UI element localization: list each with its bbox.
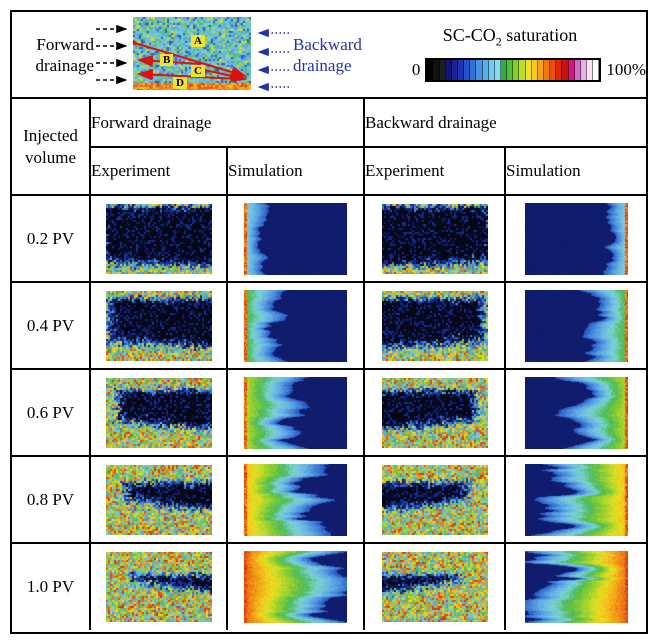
panel-backward-experiment-0.4pv — [381, 290, 488, 361]
schematic-region-label-d: D — [173, 77, 187, 89]
colorbar-segment — [501, 59, 508, 80]
panel-forward-experiment-1.0pv — [105, 552, 212, 622]
backward-drainage-label-line1: Backward — [293, 34, 362, 54]
column-header-forward-experiment: Experiment — [89, 146, 228, 196]
colorbar-segment — [445, 59, 452, 80]
row-label-0.2pv: 0.2 PV — [11, 194, 91, 283]
panel-forward-experiment-0.8pv — [105, 464, 212, 535]
panel-backward-simulation-1.0pv — [524, 551, 628, 623]
row-label-0.8pv: 0.8 PV — [11, 455, 91, 544]
row-label-0.6pv: 0.6 PV — [11, 368, 91, 457]
forward-drainage-label: Forward drainage — [16, 12, 94, 97]
colorbar-segment — [537, 59, 544, 80]
panel-forward-simulation-0.6pv — [244, 376, 347, 449]
colorbar-segment — [593, 59, 600, 80]
panel-backward-simulation-0.8pv — [524, 463, 628, 536]
colorbar-segment — [562, 59, 569, 80]
colorbar-row: 0 100% — [400, 57, 646, 82]
colorbar-segment — [544, 59, 551, 80]
results-table: Injected volume Forward drainage Backwar… — [11, 98, 647, 631]
colorbar-segment — [574, 59, 581, 80]
colorbar-segment — [550, 59, 557, 80]
colorbar-segment — [464, 59, 471, 80]
colorbar-segment — [519, 59, 526, 80]
colorbar-segment — [476, 59, 483, 80]
colorbar-title-prefix: SC-CO — [442, 25, 496, 45]
colorbar-title-subscript: 2 — [495, 34, 502, 49]
panel-backward-experiment-0.6pv — [381, 377, 488, 448]
row-label-0.4pv: 0.4 PV — [11, 281, 91, 370]
colorbar-min-label: 0 — [411, 59, 421, 79]
column-header-forward-simulation: Simulation — [226, 146, 365, 196]
panel-forward-experiment-0.4pv — [105, 290, 212, 361]
column-header-backward-simulation: Simulation — [504, 146, 647, 196]
colorbar-max-label: 100% — [606, 59, 646, 79]
table-row-0.2pv: 0.2 PV — [11, 194, 647, 283]
schematic-region-label-c: C — [191, 65, 205, 77]
colorbar — [425, 57, 602, 82]
measurement-lines-overlay — [133, 34, 247, 82]
colorbar-segment — [494, 59, 502, 80]
sample-schematic: A B C D — [133, 17, 251, 90]
colorbar-segment — [482, 59, 489, 80]
panel-forward-simulation-0.8pv — [244, 463, 347, 536]
colorbar-segment — [427, 59, 434, 80]
column-header-injected-volume: Injected volume — [11, 98, 91, 196]
colorbar-segment — [488, 59, 495, 80]
colorbar-segment — [568, 59, 575, 80]
panel-backward-simulation-0.4pv — [524, 289, 628, 362]
colorbar-segment — [433, 59, 440, 80]
injected-volume-line1: Injected — [23, 125, 78, 145]
legend-band: Forward drainage A B — [12, 12, 646, 99]
colorbar-segment — [531, 59, 538, 80]
backward-drainage-label-line2: drainage — [293, 55, 352, 75]
colorbar-segment — [470, 59, 477, 80]
column-header-backward-experiment: Experiment — [363, 146, 506, 196]
backward-drainage-label: Backward drainage — [293, 12, 362, 97]
panel-backward-simulation-0.6pv — [524, 376, 628, 449]
colorbar-legend: SC-CO2 saturation 0 100% — [400, 25, 646, 82]
panel-forward-simulation-1.0pv — [244, 551, 347, 623]
colorbar-segment — [451, 59, 459, 80]
colorbar-segment — [458, 59, 465, 80]
forward-drainage-label-line1: Forward — [36, 34, 94, 54]
row-label-1.0pv: 1.0 PV — [11, 542, 91, 631]
colorbar-segment — [507, 59, 514, 80]
table-row-0.4pv: 0.4 PV — [11, 281, 647, 370]
figure-container: Forward drainage A B — [10, 10, 648, 634]
schematic-region-label-b: B — [160, 54, 174, 66]
colorbar-segment — [556, 59, 563, 80]
colorbar-segment — [513, 59, 520, 80]
panel-forward-simulation-0.4pv — [244, 289, 347, 362]
panel-forward-experiment-0.6pv — [105, 377, 212, 448]
group-header-forward-drainage: Forward drainage — [89, 98, 365, 148]
forward-drainage-label-line2: drainage — [35, 55, 94, 75]
panel-backward-experiment-0.8pv — [381, 464, 488, 535]
table-row-0.8pv: 0.8 PV — [11, 455, 647, 544]
colorbar-segment — [580, 59, 587, 80]
panel-forward-experiment-0.2pv — [105, 203, 212, 274]
panel-backward-experiment-0.2pv — [381, 203, 488, 274]
backward-flow-arrows-icon — [257, 28, 289, 92]
colorbar-segment — [439, 59, 446, 80]
colorbar-title: SC-CO2 saturation — [400, 25, 646, 50]
table-row-1.0pv: 1.0 PV — [11, 542, 647, 631]
forward-flow-arrows-icon — [96, 24, 128, 85]
colorbar-title-suffix: saturation — [501, 25, 578, 45]
injected-volume-line2: volume — [25, 147, 76, 167]
table-row-0.6pv: 0.6 PV — [11, 368, 647, 457]
colorbar-segment — [586, 59, 594, 80]
panel-forward-simulation-0.2pv — [244, 202, 347, 275]
panel-backward-experiment-1.0pv — [381, 552, 488, 622]
colorbar-segment — [525, 59, 532, 80]
group-header-backward-drainage: Backward drainage — [363, 98, 647, 148]
schematic-region-label-a: A — [191, 35, 205, 47]
panel-backward-simulation-0.2pv — [524, 202, 628, 275]
